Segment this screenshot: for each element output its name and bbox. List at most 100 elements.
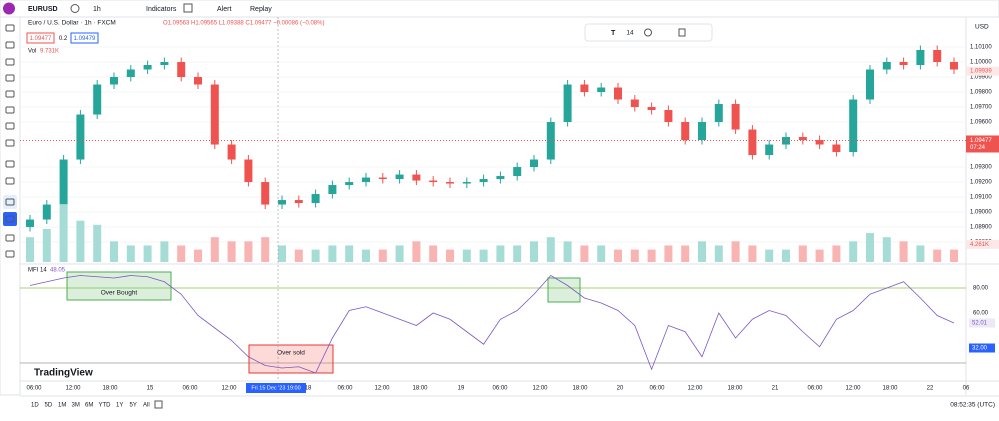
volume-bar (378, 249, 387, 262)
volume-bar (664, 245, 673, 262)
time-label: 12:00 (532, 386, 548, 392)
alert[interactable]: Alert (217, 6, 231, 13)
add-symbol[interactable] (70, 4, 80, 13)
volume-bar (429, 245, 438, 262)
volume-bar (580, 245, 589, 262)
volume-bar (362, 249, 370, 262)
oversold-label: Over sold (277, 350, 305, 357)
time-label: 06:00 (649, 386, 665, 392)
time-label: 12:00 (845, 386, 861, 392)
volume-bar (110, 241, 118, 262)
candle-body (748, 129, 757, 156)
volume-label: Vol (28, 49, 36, 55)
ask[interactable]: 1.09479 (74, 36, 96, 42)
top-toolbar (0, 0, 999, 18)
range-button[interactable]: YTD (99, 403, 112, 409)
settings-icon[interactable] (644, 28, 652, 37)
time-label: 15 (147, 386, 154, 392)
candle-body (177, 62, 186, 78)
y-tick-label: 1.09100 (970, 195, 992, 201)
volume-bar (849, 241, 858, 262)
ohlc: O1.09563 H1.09565 L1.09388 C1.09477 −0.0… (163, 21, 324, 27)
font-size[interactable]: 14 (626, 30, 634, 37)
volume-bar (126, 245, 135, 262)
drawing-toolbar (584, 23, 713, 42)
range-button[interactable]: All (143, 403, 150, 409)
volume-bar (748, 245, 757, 262)
time-label: 06 (963, 386, 970, 392)
candle-body (93, 84, 102, 115)
symbol[interactable]: EURUSD (28, 6, 58, 13)
range-button[interactable]: 1Y (116, 403, 123, 409)
tool-active[interactable] (3, 195, 17, 209)
tool-icon (5, 90, 15, 98)
range-button[interactable]: 5D (45, 403, 53, 409)
candle-body (882, 62, 891, 70)
volume-bar (311, 249, 320, 262)
volume-bar (261, 237, 270, 262)
candle-body (832, 144, 841, 153)
candle-body (378, 177, 387, 180)
volume-bar (462, 249, 471, 262)
volume-bar (278, 245, 286, 262)
tool-icon (5, 234, 15, 242)
candle-body (26, 219, 34, 228)
range-button[interactable]: 3M (72, 403, 80, 409)
tool-icon (5, 250, 15, 258)
candle-body (160, 62, 169, 66)
interval[interactable]: 1h (93, 6, 101, 13)
time-label: 20 (617, 386, 624, 392)
time-label: 06:00 (807, 386, 823, 392)
candle-body (479, 179, 488, 183)
candle-body (798, 137, 807, 141)
volume-bar (76, 220, 85, 262)
volume-bar (479, 249, 488, 262)
volume-bar (530, 241, 538, 262)
bid-box[interactable] (26, 32, 55, 44)
candle-body (261, 182, 270, 205)
candle-body (614, 87, 622, 100)
volume-bar (160, 241, 169, 262)
candle-body (849, 99, 858, 153)
time-label: 06:00 (337, 386, 353, 392)
tool-active[interactable] (3, 212, 17, 226)
delete-icon[interactable] (678, 28, 686, 37)
tool-icon (5, 24, 15, 32)
volume-bar (42, 228, 51, 262)
candle-body (345, 182, 354, 186)
bid[interactable]: 1.09477 (30, 36, 52, 42)
text-tool[interactable]: T (611, 30, 616, 37)
volume-bar (614, 249, 622, 262)
y-tick-label: 1.08900 (970, 225, 992, 231)
spread: 0.2 (59, 36, 68, 42)
range-button[interactable]: 1D (31, 403, 39, 409)
time-label: 18:00 (572, 386, 588, 392)
time-label: 18:00 (102, 386, 118, 392)
layouts[interactable] (183, 3, 193, 13)
range-button[interactable]: 5Y (130, 403, 137, 409)
time-label: 12:00 (65, 386, 81, 392)
volume-bar (194, 249, 202, 262)
candle-body (580, 84, 589, 93)
y-tick-label: 60.00 (973, 311, 989, 317)
range-button[interactable]: 1M (58, 403, 66, 409)
replay[interactable]: Replay (250, 6, 272, 13)
range-button[interactable]: 6M (85, 403, 93, 409)
value-tag-label: 52.01 (972, 321, 988, 327)
ask-box[interactable] (70, 32, 99, 44)
price-marker (966, 66, 999, 76)
y-tick-label: 1.09300 (970, 165, 992, 171)
calendar-icon (154, 400, 163, 409)
indicator-value: 48.05 (50, 268, 66, 274)
volume-bar (882, 237, 891, 262)
candle-body (126, 69, 135, 78)
avatar[interactable] (3, 2, 15, 15)
volume-bar (698, 241, 706, 262)
volume-bar (714, 245, 723, 262)
volume-bar (143, 245, 152, 262)
overbought-label: Over Bought (101, 290, 138, 297)
price-marker-label: 1.09939 (970, 69, 992, 75)
volume-bar (412, 241, 421, 262)
indicators[interactable]: Indicators (146, 6, 177, 13)
